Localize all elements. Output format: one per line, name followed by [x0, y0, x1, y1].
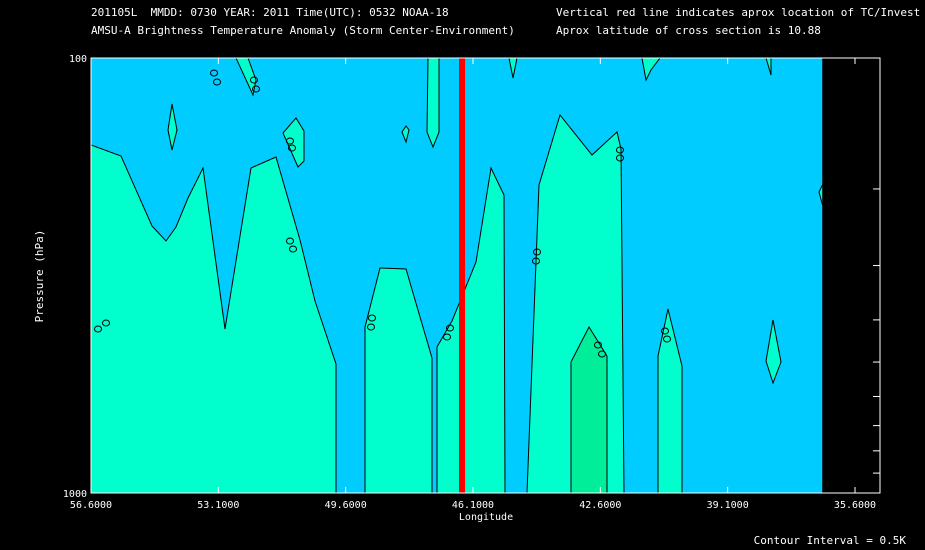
x-tick-label: 56.6000 [70, 500, 112, 511]
neutral-region [436, 166, 506, 493]
y-tick-label: 100 [69, 54, 87, 65]
contour-label [443, 333, 451, 341]
no-data-strip [822, 58, 855, 493]
chart-title: AMSU-A Brightness Temperature Anomaly (S… [91, 24, 515, 37]
x-tick-label: 53.1000 [197, 500, 239, 511]
storm-center-line [459, 58, 466, 493]
neutral-region [508, 58, 518, 79]
neutral-region [364, 267, 433, 493]
header-line1-right: Vertical red line indicates aprox locati… [556, 6, 921, 19]
y-tick-label: 1000 [63, 489, 87, 500]
neutral-region [235, 58, 257, 97]
anomaly-field [91, 58, 855, 493]
plot-frame [90, 57, 881, 494]
contour-label [533, 248, 541, 256]
neutral-region [765, 319, 782, 385]
contour-label [598, 350, 606, 358]
contour-label [616, 146, 624, 154]
contour-label [616, 154, 624, 162]
contour-label [661, 327, 669, 335]
contour-label [367, 323, 375, 331]
neutral-region [641, 58, 661, 82]
contour-label [289, 245, 297, 253]
x-tick-label: 42.6000 [579, 500, 621, 511]
axes: 56.6000 53.1000 49.6000 46.1000 42.6000 39.10… [63, 54, 881, 511]
contour-label [663, 335, 671, 343]
contour-label [250, 76, 258, 84]
contour-label [210, 69, 218, 77]
neutral-region [765, 58, 772, 76]
contour-label [532, 257, 540, 265]
contour-label [252, 85, 260, 93]
y-axis-title: Pressure (hPa) [33, 230, 46, 323]
x-axis-title: Longitude [459, 512, 513, 523]
contour-label [446, 324, 454, 332]
x-tick-label: 35.6000 [834, 500, 876, 511]
contour-label [94, 325, 102, 333]
contour-label [213, 78, 221, 86]
x-tick-label: 46.1000 [452, 500, 494, 511]
neutral-region [426, 58, 440, 149]
header-line2-right: Aprox latitude of cross section is 10.88 [556, 24, 821, 37]
contour-label [286, 237, 294, 245]
neutral-region [91, 144, 337, 493]
x-tick-label: 49.6000 [325, 500, 367, 511]
contour-label [288, 144, 296, 152]
warm-region [570, 325, 608, 493]
header-line1-left: 201105L MMDD: 0730 YEAR: 2011 Time(UTC):… [91, 6, 449, 19]
neutral-region [657, 308, 683, 493]
neutral-region [401, 125, 410, 144]
contour-label [594, 341, 602, 349]
neutral-region [167, 103, 178, 151]
contour-label [286, 137, 294, 145]
contour-label [368, 314, 376, 322]
x-tick-label: 39.1000 [707, 500, 749, 511]
contour-interval-label: Contour Interval = 0.5K [754, 534, 907, 547]
contour-label [102, 319, 110, 327]
